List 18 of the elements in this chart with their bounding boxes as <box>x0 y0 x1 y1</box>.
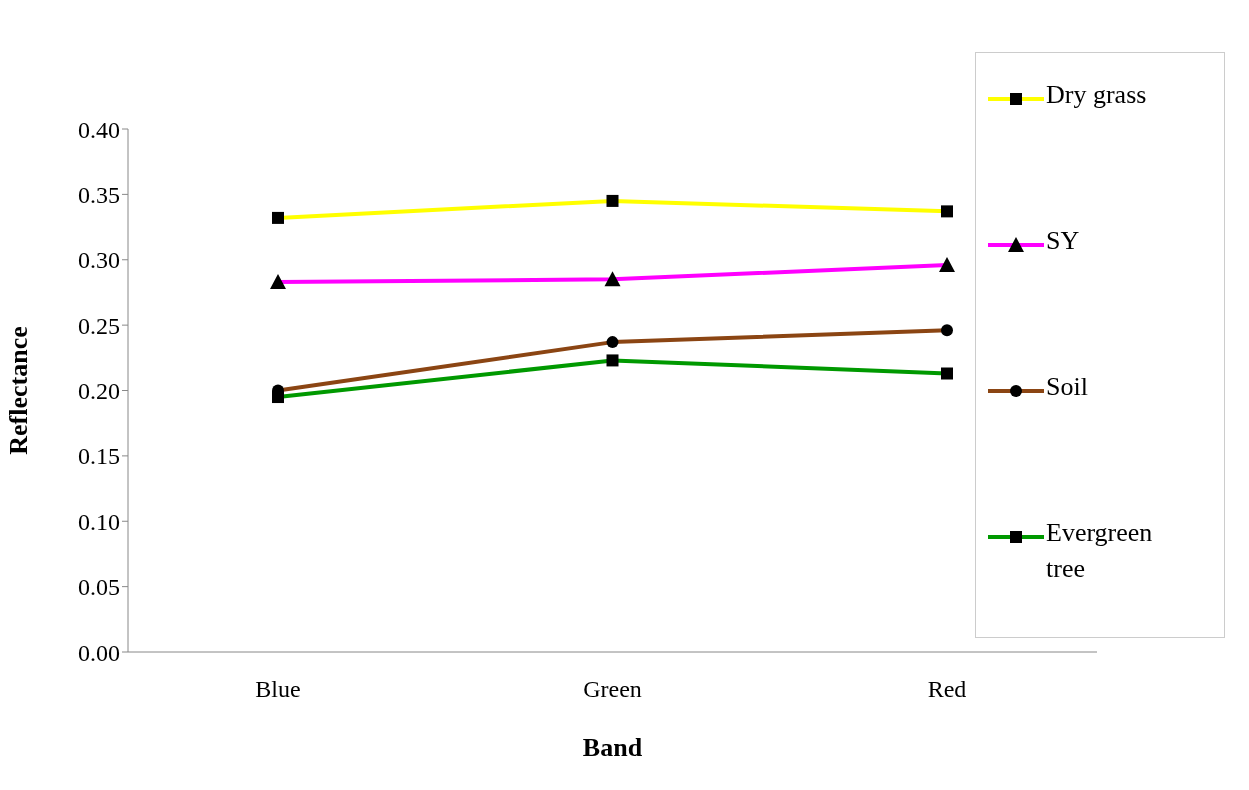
x-axis-title: Band <box>582 733 643 762</box>
y-tick-label: 0.15 <box>78 443 120 470</box>
x-tick-label: Blue <box>255 676 301 703</box>
legend-label: Dry grass <box>1046 79 1148 111</box>
legend-label: Soil <box>1046 371 1089 403</box>
y-axis-title: Reflectance <box>4 326 34 455</box>
y-tick-label: 0.25 <box>78 312 120 339</box>
x-tick-label: Green <box>583 676 642 703</box>
y-tick-label: 0.10 <box>78 508 120 535</box>
y-tick-label: 0.35 <box>78 181 120 208</box>
x-tick-label: Red <box>927 676 967 703</box>
legend-label: Evergreen tree <box>1046 517 1154 585</box>
y-tick-label: 0.20 <box>78 378 120 405</box>
y-tick-label: 0.40 <box>78 116 120 143</box>
y-tick-label: 0.30 <box>78 247 120 274</box>
legend-label: SY <box>1046 225 1081 257</box>
y-tick-label: 0.05 <box>78 574 120 601</box>
y-tick-label: 0.00 <box>78 639 120 666</box>
